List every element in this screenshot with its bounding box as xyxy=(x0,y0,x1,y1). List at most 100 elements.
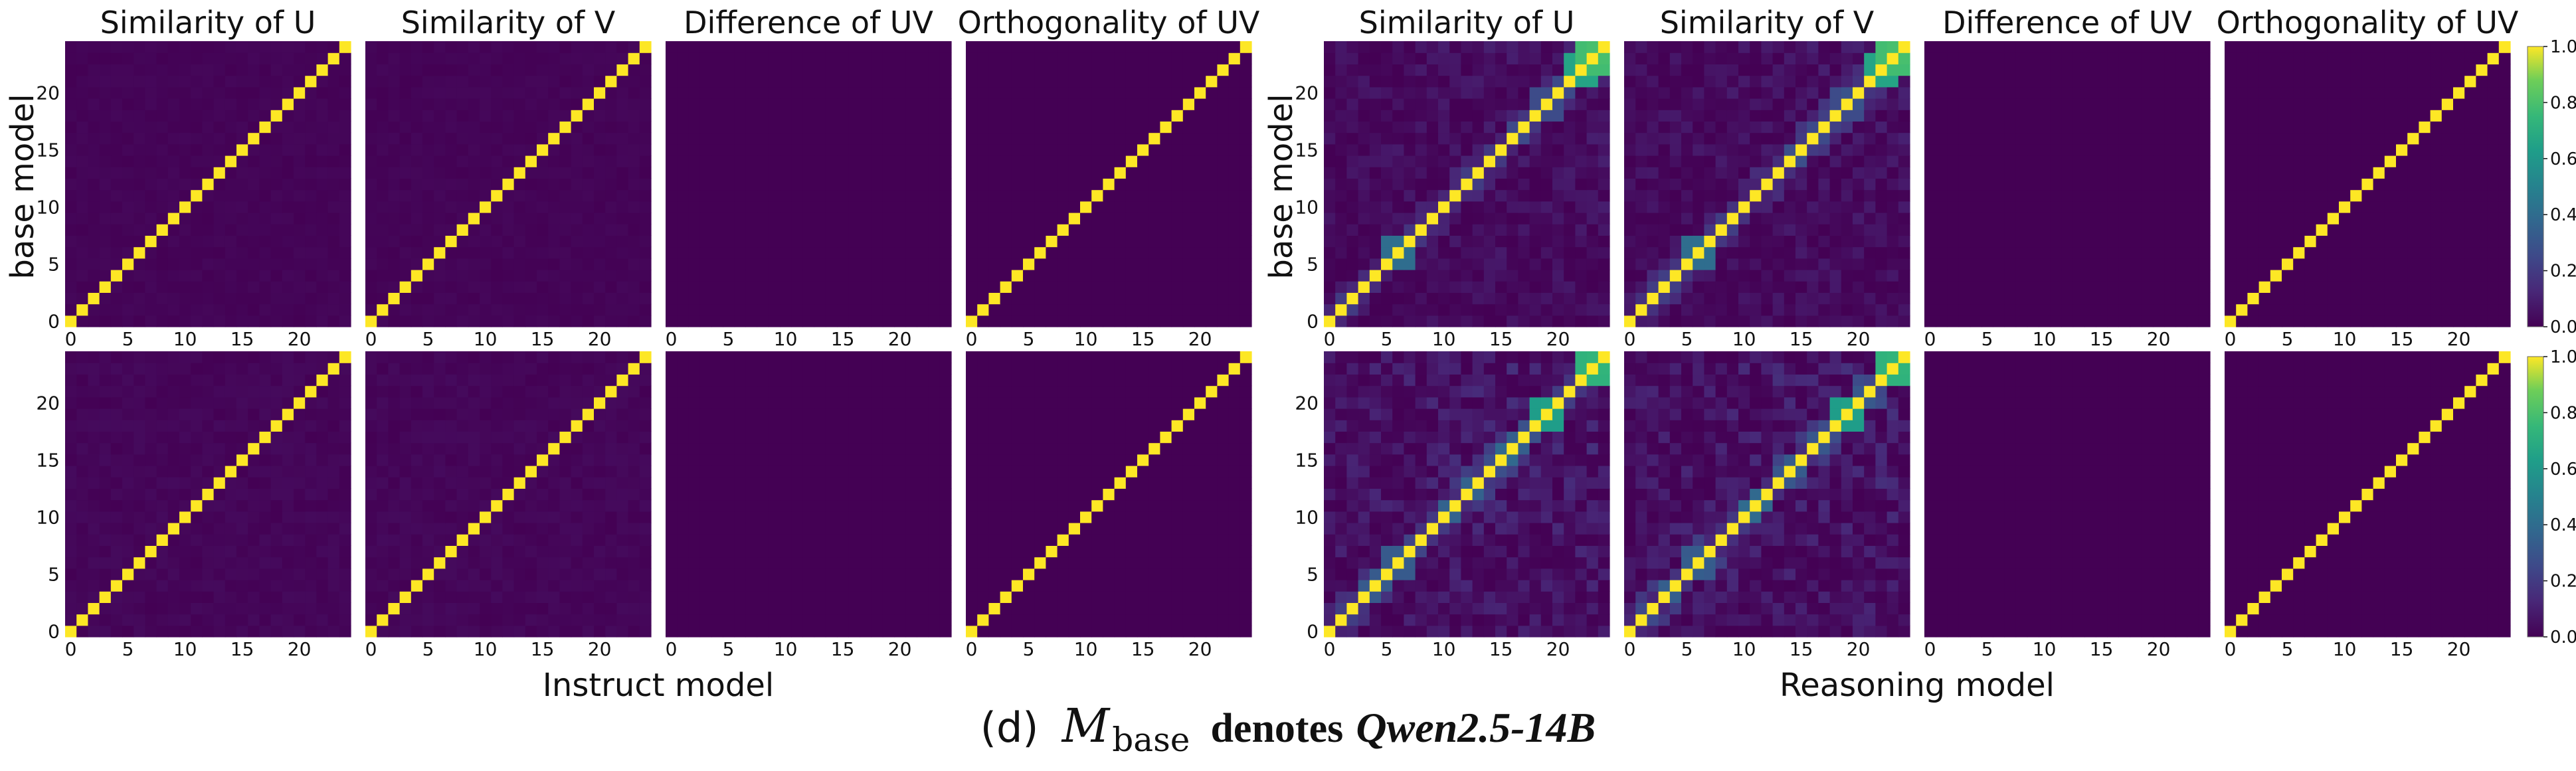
heatmap-cell xyxy=(270,52,283,64)
heatmap-cell xyxy=(134,396,145,409)
heatmap-cell xyxy=(1011,201,1024,213)
heatmap-cell xyxy=(236,420,248,432)
heatmap-cell xyxy=(1000,189,1012,202)
heatmap-cell xyxy=(1194,303,1206,316)
heatmap-cell xyxy=(1046,591,1058,603)
heatmap-cell xyxy=(871,167,883,179)
heatmap-cell xyxy=(468,315,480,327)
heatmap-cell xyxy=(236,374,248,386)
heatmap-cell xyxy=(1103,270,1115,282)
heatmap-cell xyxy=(628,580,640,592)
heatmap-cell xyxy=(445,534,458,546)
heatmap-cell xyxy=(768,431,781,444)
heatmap-cell xyxy=(468,625,480,638)
heatmap-cell xyxy=(1057,374,1069,386)
heatmap-cell xyxy=(548,75,560,88)
heatmap-cell xyxy=(270,224,283,236)
heatmap-cell xyxy=(1000,292,1012,305)
heatmap-cell xyxy=(1046,178,1058,191)
heatmap-cell xyxy=(966,281,978,293)
heatmap-cell xyxy=(88,580,100,592)
heatmap-cell xyxy=(791,132,803,145)
heatmap-cell xyxy=(167,614,180,626)
heatmap-cell xyxy=(327,488,340,501)
heatmap-cell xyxy=(399,303,412,316)
heatmap-cell xyxy=(525,374,537,386)
heatmap-cell xyxy=(537,315,549,327)
heatmap-cell xyxy=(88,523,100,535)
heatmap-cell xyxy=(434,523,446,535)
heatmap-cell xyxy=(837,614,849,626)
heatmap-cell xyxy=(445,442,458,455)
heatmap-cell xyxy=(388,167,401,179)
heatmap-cell xyxy=(213,511,226,523)
heatmap-cell xyxy=(65,614,77,626)
heatmap-cell xyxy=(282,281,294,293)
heatmap-cell xyxy=(236,545,248,558)
heatmap-cell xyxy=(1182,178,1195,191)
heatmap-cell xyxy=(548,86,560,99)
heatmap-cell xyxy=(65,431,77,444)
heatmap-cell xyxy=(559,351,572,363)
heatmap-cell xyxy=(1240,213,1252,224)
heatmap-cell xyxy=(1034,155,1046,167)
heatmap-cell xyxy=(1011,431,1024,444)
heatmap-cell xyxy=(411,281,423,293)
heatmap-cell xyxy=(456,235,469,248)
heatmap-cell xyxy=(966,591,978,603)
heatmap-cell xyxy=(480,534,492,546)
heatmap-cell xyxy=(377,132,389,145)
heatmap-cell xyxy=(1182,442,1195,455)
heatmap-cell xyxy=(225,303,237,316)
heatmap-cell xyxy=(848,602,860,615)
heatmap-cell xyxy=(480,224,492,236)
heatmap-cell xyxy=(213,178,226,191)
heatmap-cell xyxy=(1011,614,1024,626)
heatmap-cell xyxy=(582,488,595,501)
heatmap-cell xyxy=(628,189,640,202)
heatmap-cell xyxy=(988,580,1001,592)
heatmap-cell xyxy=(628,602,640,615)
heatmap-cell xyxy=(1114,98,1127,110)
heatmap-cell xyxy=(1125,270,1138,282)
heatmap-cell xyxy=(1000,454,1012,466)
heatmap-cell xyxy=(282,224,294,236)
heatmap-cell xyxy=(248,523,260,535)
heatmap-cell xyxy=(1000,477,1012,489)
heatmap-cell xyxy=(65,396,77,409)
heatmap-cell xyxy=(723,41,735,53)
heatmap-cell xyxy=(134,477,145,489)
heatmap-cell xyxy=(825,511,838,523)
heatmap-cell xyxy=(639,363,652,375)
heatmap-cell xyxy=(1160,511,1172,523)
heatmap-cell xyxy=(480,281,492,293)
heatmap-cell xyxy=(110,454,123,466)
heatmap-cell xyxy=(605,201,617,213)
heatmap-cell xyxy=(65,408,77,420)
heatmap-cell xyxy=(837,201,849,213)
heatmap-cell xyxy=(780,155,792,167)
heatmap-cell xyxy=(802,499,815,512)
heatmap-cell xyxy=(734,110,746,122)
heatmap-cell xyxy=(1160,591,1172,603)
heatmap-cell xyxy=(236,98,248,110)
heatmap-cell xyxy=(734,270,746,282)
heatmap-cell xyxy=(939,52,952,64)
heatmap-cell xyxy=(167,201,180,213)
heatmap-cell xyxy=(213,534,226,546)
heatmap-cell xyxy=(605,258,617,270)
heatmap-cell xyxy=(122,534,134,546)
heatmap-cell xyxy=(248,155,260,167)
heatmap-cell xyxy=(905,110,917,122)
heatmap-cell xyxy=(480,258,492,270)
heatmap-cell xyxy=(1046,270,1058,282)
heatmap-cell xyxy=(628,213,640,224)
heatmap-cell xyxy=(434,270,446,282)
heatmap-cell xyxy=(99,442,112,455)
heatmap-cell xyxy=(305,98,317,110)
heatmap-cell xyxy=(502,442,515,455)
heatmap-cell xyxy=(134,499,145,512)
heatmap-cell xyxy=(548,374,560,386)
heatmap-cell xyxy=(1057,315,1069,327)
heatmap-cell xyxy=(966,167,978,179)
